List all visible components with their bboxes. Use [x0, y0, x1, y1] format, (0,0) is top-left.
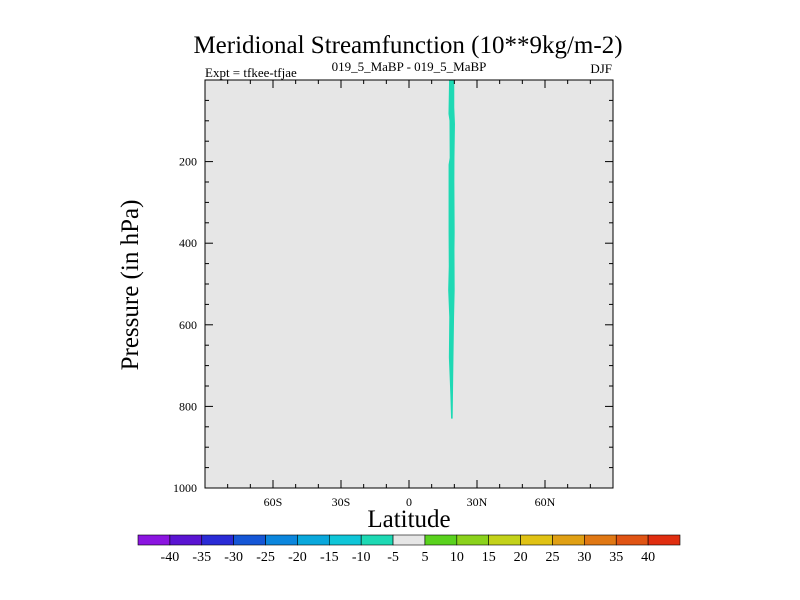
colorbar-swatch: [488, 534, 521, 546]
minor-ticks: [205, 80, 613, 488]
colorbar: -40 -35 -30 -25 -20 -15 -10 -5 5 10 15 20 25 30 35 40: [137, 534, 681, 565]
colorbar-label: -25: [256, 550, 275, 565]
colorbar-swatch: [169, 534, 203, 546]
colorbar-swatch: [584, 534, 617, 546]
y-axis-ticks: 200 400 600 800 1000: [173, 155, 613, 495]
x-tick-label: 30S: [332, 495, 351, 509]
colorbar-label: 25: [545, 550, 559, 565]
colorbar-label: 35: [609, 550, 623, 565]
y-tick-label: 400: [179, 236, 197, 250]
colorbar-swatch: [137, 534, 171, 546]
colorbar-swatch: [424, 534, 458, 546]
colorbar-label: 40: [641, 550, 655, 565]
colorbar-swatch: [647, 534, 681, 546]
colorbar-swatch: [552, 534, 585, 546]
experiment-label: Expt = tfkee-tfjae: [205, 65, 297, 80]
x-axis-label: Latitude: [367, 506, 450, 533]
colorbar-swatch: [297, 534, 330, 546]
colorbar-label: 30: [577, 550, 591, 565]
y-tick-label: 1000: [173, 481, 197, 495]
colorbar-swatch: [615, 534, 649, 546]
contour-band: [448, 80, 455, 419]
colorbar-swatch: [201, 534, 234, 546]
plot-area: [205, 80, 613, 488]
colorbar-swatch: [520, 534, 553, 546]
colorbar-label: -10: [352, 550, 371, 565]
colorbar-swatch: [233, 534, 266, 546]
colorbar-swatch: [456, 534, 490, 546]
x-axis-ticks: 60S 30S 0 30N 60N: [264, 80, 556, 509]
colorbar-swatch: [360, 534, 394, 546]
colorbar-label: 15: [482, 550, 496, 565]
y-tick-label: 600: [179, 318, 197, 332]
colorbar-label: -30: [224, 550, 243, 565]
y-axis-label: Pressure (in hPa): [117, 200, 144, 371]
colorbar-label: -15: [320, 550, 339, 565]
colorbar-label: 5: [421, 550, 428, 565]
x-tick-label: 0: [406, 495, 412, 509]
y-tick-label: 200: [179, 155, 197, 169]
x-tick-label: 60N: [535, 495, 556, 509]
x-tick-label: 30N: [467, 495, 488, 509]
y-tick-label: 800: [179, 399, 197, 413]
colorbar-label: -5: [387, 550, 399, 565]
x-tick-label: 60S: [264, 495, 283, 509]
colorbar-swatch: [328, 534, 362, 546]
season-label: DJF: [590, 61, 612, 76]
colorbar-label: -40: [161, 550, 180, 565]
colorbar-swatch: [265, 534, 298, 546]
chart-title: Meridional Streamfunction (10**9kg/m-2): [193, 32, 622, 59]
period-label: 019_5_MaBP - 019_5_MaBP: [332, 59, 487, 74]
colorbar-label: 10: [450, 550, 464, 565]
colorbar-swatch: [392, 534, 426, 546]
colorbar-label: -20: [288, 550, 307, 565]
colorbar-label: 20: [514, 550, 528, 565]
colorbar-label: -35: [192, 550, 211, 565]
